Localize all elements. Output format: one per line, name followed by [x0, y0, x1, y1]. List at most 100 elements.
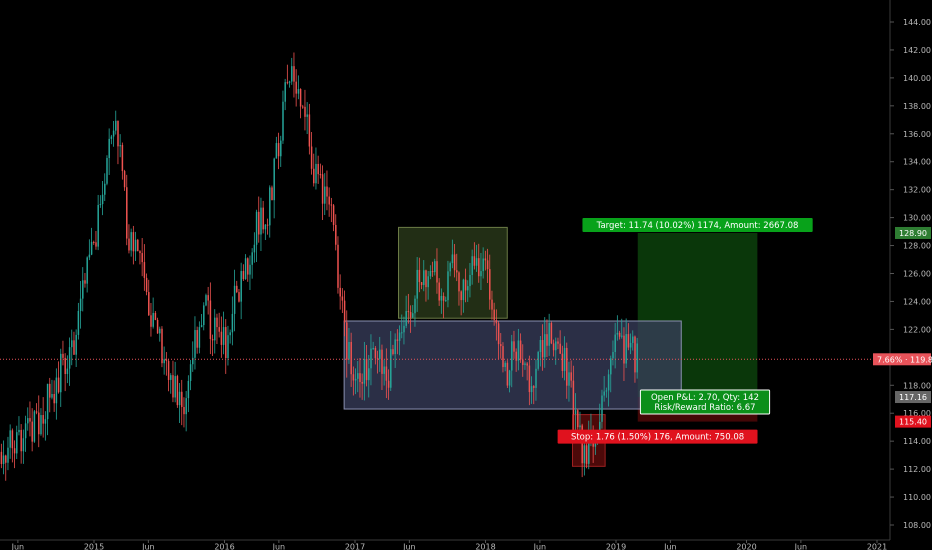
candle-body: [502, 346, 504, 368]
candle-body: [515, 351, 517, 361]
candle-body: [357, 373, 359, 379]
y-tick-label: 108.00: [903, 521, 931, 530]
candle-body: [40, 415, 42, 435]
candle-body: [462, 279, 465, 301]
candle-body: [90, 241, 93, 255]
candle-body: [181, 391, 183, 408]
price-axis[interactable]: 108.00110.00112.00114.00116.00118.00120.…: [890, 18, 931, 530]
price-tag: [873, 353, 931, 366]
candle-body: [262, 207, 264, 230]
candle-body: [284, 82, 286, 102]
candle-body: [326, 186, 328, 197]
candle-body: [57, 377, 60, 393]
candle-body: [429, 271, 432, 277]
candle-body: [403, 325, 405, 333]
y-tick-label: 132.00: [903, 186, 931, 195]
candle-body: [139, 251, 141, 254]
candle-body: [449, 263, 451, 272]
candle-body: [583, 445, 586, 464]
candle-body: [588, 438, 590, 464]
candle-body: [396, 339, 399, 341]
price-tags-layer: 128.90 7.66% · 119.86 117.16 115.40: [873, 226, 932, 428]
candle-body: [574, 410, 577, 415]
y-tick-label: 142.00: [903, 46, 931, 55]
candle-body: [524, 363, 526, 365]
candle-body: [253, 244, 256, 253]
candle-body: [286, 82, 289, 84]
candle-body: [55, 377, 58, 404]
candle-body: [216, 317, 218, 328]
y-tick-label: 134.00: [903, 158, 931, 167]
candle-body: [458, 272, 460, 292]
candle-body: [497, 323, 500, 345]
candle-body: [249, 264, 251, 275]
candle-body: [427, 276, 429, 288]
position-labels-layer: Target: 11.74 (10.02%) 1174, Amount: 266…: [557, 217, 813, 444]
candle-body: [255, 211, 258, 245]
candle-body: [198, 327, 201, 348]
candle-body: [616, 332, 619, 335]
candle-body: [20, 429, 22, 452]
candle-body: [185, 398, 187, 415]
candle-body: [508, 370, 511, 386]
candle-body: [535, 368, 537, 388]
candle-body: [451, 254, 454, 264]
candle-body: [44, 419, 47, 424]
candle-body: [11, 430, 14, 449]
candle-body: [167, 361, 170, 380]
x-tick-label: Jun: [794, 543, 808, 550]
candle-body: [161, 328, 163, 364]
candle-body: [277, 143, 280, 157]
candle-body: [493, 309, 495, 320]
candle-body: [260, 207, 262, 235]
x-tick-label: 2020: [736, 543, 756, 550]
candle-body: [271, 187, 273, 201]
candle-body: [376, 358, 379, 360]
candle-body: [522, 359, 524, 365]
x-tick-label: Jun: [141, 543, 155, 550]
candle-body: [258, 211, 260, 235]
candle-body: [117, 120, 119, 147]
candle-body: [332, 205, 335, 225]
time-axis[interactable]: Jun 2015 Jun 2016 Jun 2017 Jun 2018 Jun 2019 Jun 20…: [11, 540, 888, 550]
candle-body: [71, 340, 73, 348]
candle-body: [625, 334, 627, 364]
candle-body: [42, 415, 44, 424]
y-tick-label: 122.00: [903, 325, 931, 334]
x-tick-label: Jun: [402, 543, 416, 550]
candle-body: [537, 352, 539, 369]
price-tag-label: 115.40: [899, 418, 927, 427]
candle-body: [585, 445, 588, 464]
candle-body: [504, 362, 506, 368]
candle-body: [280, 140, 282, 157]
candle-body: [315, 163, 317, 184]
candle-body: [18, 429, 20, 433]
candle-body: [431, 271, 434, 273]
candle-body: [414, 298, 416, 314]
candle-body: [302, 106, 304, 108]
candle-body: [66, 368, 69, 375]
candle-body: [480, 271, 482, 277]
candle-body: [137, 239, 139, 252]
candle-body: [132, 232, 135, 252]
candle-body: [79, 298, 82, 311]
candle-body: [247, 258, 249, 275]
candle-body: [154, 312, 157, 320]
candle-body: [379, 349, 381, 359]
candle-body: [365, 358, 368, 381]
candle-body: [352, 374, 355, 381]
candle-body: [145, 277, 148, 293]
candle-body: [88, 254, 91, 258]
candle-body: [35, 411, 38, 413]
candle-body: [495, 319, 498, 324]
y-tick-label: 116.00: [903, 409, 931, 418]
candle-body: [363, 358, 366, 384]
candle-body: [110, 136, 113, 139]
target-label-text: Target: 11.74 (10.02%) 1174, Amount: 266…: [596, 221, 799, 231]
candle-body: [387, 380, 390, 388]
y-tick-label: 140.00: [903, 74, 931, 83]
candle-body: [104, 183, 106, 195]
candle-body: [383, 366, 385, 374]
candle-body: [623, 335, 625, 364]
